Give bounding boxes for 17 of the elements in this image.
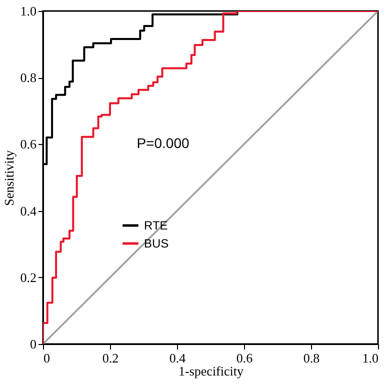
x-tick-label: 0.8 [303,350,320,366]
legend-label: BUS [144,236,169,250]
y-tick-label: 0 [30,336,36,352]
legend-label: RTE [144,218,168,232]
y-tick-label: 0.4 [20,203,37,218]
y-tick-label: 0.8 [20,70,36,86]
y-tick-label: 0.2 [20,270,36,285]
x-axis-title: 1-specificity [178,364,244,378]
x-tick-label: 0.2 [102,350,119,366]
x-tick-label: 0.4 [169,350,186,366]
y-tick-label: 0.6 [20,136,37,152]
x-tick-label: 1.0 [362,350,378,366]
x-tick-label: 0 [44,350,50,366]
annotation: P=0.000 [136,135,190,151]
x-tick-label: 0.6 [236,350,254,366]
y-tick-label: 1.0 [20,4,36,18]
y-axis-title: Sensitivity [1,150,16,206]
